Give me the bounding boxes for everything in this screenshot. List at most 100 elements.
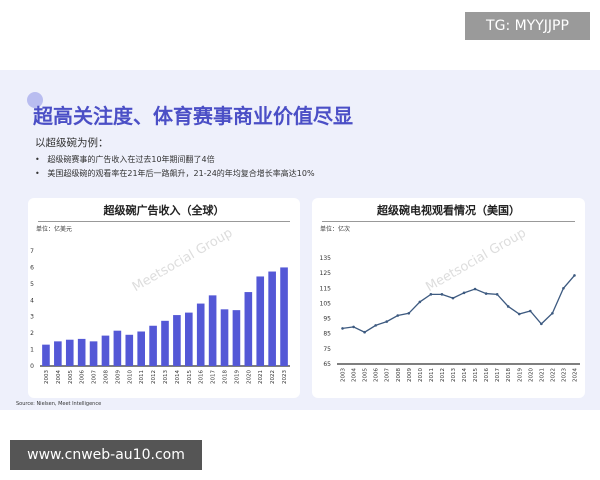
y-tick-label: 5 xyxy=(30,281,34,288)
bar xyxy=(77,338,86,366)
bar-chart-card: 超级碗广告收入（全球） 单位：亿美元 Meetsocial Group 0 1 2 3 4… xyxy=(28,198,300,398)
data-point xyxy=(484,292,488,295)
data-point xyxy=(528,309,532,313)
bar xyxy=(196,303,205,366)
x-tick-label: 2008 xyxy=(396,368,402,382)
x-tick-label: 2020 xyxy=(246,370,252,384)
chart-title: 超级碗广告收入（全球） xyxy=(38,202,290,222)
x-tick-label: 2004 xyxy=(352,368,358,382)
y-tick-label: 3 xyxy=(30,314,34,321)
bar xyxy=(125,334,134,366)
x-tick-label: 2012 xyxy=(440,368,446,382)
watermark: Meetsocial Group xyxy=(423,226,528,296)
data-point xyxy=(396,314,400,317)
bar xyxy=(161,320,169,366)
line-chart-card: 超级碗电视观看情况（美国） 单位：亿次 Meetsocial Group 65 75… xyxy=(312,198,585,398)
x-tick-label: 2021 xyxy=(539,368,545,382)
x-tick-label: 2015 xyxy=(187,370,193,384)
bar xyxy=(208,295,217,366)
data-point xyxy=(418,300,422,304)
bar xyxy=(185,312,193,366)
bar xyxy=(220,309,229,366)
data-point xyxy=(473,287,477,291)
telegram-badge: TG: MYYJJPP xyxy=(465,12,590,40)
decorative-dot xyxy=(27,92,43,108)
y-tick-label: 65 xyxy=(323,361,331,368)
x-tick-label: 2018 xyxy=(506,368,512,382)
data-point xyxy=(573,274,576,277)
x-tick-label: 2008 xyxy=(103,370,109,384)
y-tick-label: 135 xyxy=(320,255,332,262)
chart-unit: 单位：亿次 xyxy=(320,226,351,233)
data-point xyxy=(440,293,444,296)
bar xyxy=(149,325,157,366)
data-point xyxy=(495,293,499,296)
x-tick-label: 2014 xyxy=(175,370,181,384)
x-tick-label: 2016 xyxy=(199,370,205,384)
x-tick-label: 2010 xyxy=(418,368,424,382)
bar xyxy=(42,344,50,366)
x-tick-label: 2003 xyxy=(341,368,347,382)
y-tick-label: 115 xyxy=(320,285,332,292)
x-tick-label: 2013 xyxy=(451,368,457,382)
y-tick-label: 6 xyxy=(30,264,34,271)
x-tick-label: 2020 xyxy=(528,368,534,382)
bar xyxy=(232,310,241,366)
x-tick-label: 2011 xyxy=(429,368,435,382)
series-line xyxy=(342,274,575,333)
data-point xyxy=(363,330,366,334)
bar xyxy=(268,271,276,366)
bar xyxy=(137,331,145,366)
x-tick-label: 2013 xyxy=(163,370,169,384)
x-tick-label: 2009 xyxy=(407,368,413,382)
bullet-text: 超级碗赛事的广告收入在过去10年期间翻了4倍 xyxy=(47,155,215,164)
x-tick-label: 2004 xyxy=(56,370,62,384)
y-tick-label: 75 xyxy=(323,346,331,353)
website-url: www.cnweb-au10.com xyxy=(10,440,202,470)
x-tick-label: 2003 xyxy=(44,370,50,384)
bar-chart: Meetsocial Group 0 1 2 3 4 5 6 7 2003 2004 2005 2006… xyxy=(30,226,290,384)
x-tick-label: 2022 xyxy=(550,368,556,382)
data-point xyxy=(429,293,433,296)
bar xyxy=(65,339,74,366)
data-point xyxy=(341,327,344,330)
bar xyxy=(54,341,62,366)
x-tick-label: 2018 xyxy=(223,370,229,384)
y-tick-label: 7 xyxy=(30,248,34,255)
x-tick-label: 2021 xyxy=(258,370,264,384)
data-point xyxy=(562,286,565,290)
bullet-text: 美国超级碗的观看率在21年后一路飙升，21-24的年均复合增长率高达10% xyxy=(47,169,315,178)
bar xyxy=(244,292,253,366)
y-tick-label: 1 xyxy=(30,347,34,354)
x-tick-label: 2019 xyxy=(234,370,240,384)
source-note: Source: Nielsen, Meet Intelligence xyxy=(16,401,102,407)
bullet-item: • 超级碗赛事的广告收入在过去10年期间翻了4倍 xyxy=(35,155,215,164)
y-tick-label: 2 xyxy=(30,330,34,337)
y-tick-label: 0 xyxy=(30,363,34,370)
bar xyxy=(89,341,98,366)
x-tick-label: 2023 xyxy=(282,370,288,384)
x-tick-label: 2019 xyxy=(517,368,523,382)
x-tick-label: 2009 xyxy=(115,370,121,384)
data-point xyxy=(374,324,377,327)
bar xyxy=(173,315,181,366)
data-point xyxy=(462,291,466,295)
watermark: Meetsocial Group xyxy=(130,226,235,296)
data-point xyxy=(540,322,543,326)
x-tick-label: 2011 xyxy=(139,370,145,384)
data-point xyxy=(385,320,389,323)
x-tick-label: 2005 xyxy=(363,368,369,382)
bar xyxy=(256,276,265,366)
data-point xyxy=(407,311,411,315)
x-tick-label: 2010 xyxy=(127,370,133,384)
x-tick-label: 2024 xyxy=(572,368,578,382)
x-tick-label: 2007 xyxy=(92,370,98,384)
data-point xyxy=(506,305,510,308)
y-tick-label: 85 xyxy=(323,331,331,338)
x-tick-label: 2014 xyxy=(462,368,468,382)
x-tick-label: 2006 xyxy=(80,370,86,384)
bar xyxy=(101,335,110,366)
slide-title: 超高关注度、体育赛事商业价值尽显 xyxy=(33,104,353,128)
bullet-item: • 美国超级碗的观看率在21年后一路飙升，21-24的年均复合增长率高达10% xyxy=(35,169,315,178)
bar xyxy=(280,267,288,366)
